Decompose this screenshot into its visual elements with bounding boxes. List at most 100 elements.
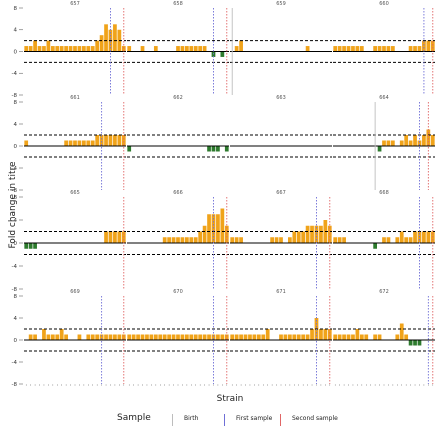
panel-title-671: 671 [276, 289, 286, 295]
bar-669-16 [90, 334, 95, 340]
panel-title-663: 663 [276, 95, 286, 101]
y-tick-label-r4-4: 4 [14, 316, 18, 322]
bar-669-17 [95, 334, 100, 340]
y-tick-label-r1-4: 4 [14, 28, 18, 34]
bar-672-11 [377, 334, 382, 340]
bar-661-22 [117, 135, 122, 146]
bar-657-16 [90, 46, 95, 52]
bar-667-10 [270, 237, 274, 243]
bar-661-21 [113, 135, 117, 146]
bar-672-17 [404, 334, 409, 340]
bar-664-16 [399, 140, 404, 146]
bar-665-21 [113, 231, 117, 243]
y-tick-label-r2--8: -8 [12, 188, 18, 194]
y-tick-label-r1--4: -4 [12, 71, 18, 77]
bar-664-23 [430, 135, 435, 146]
bar-666-16 [193, 237, 198, 243]
bar-670-17 [198, 334, 203, 340]
bar-664-20 [417, 140, 422, 146]
bar-672-19 [413, 340, 417, 346]
bar-669-15 [86, 334, 91, 340]
bar-660-6 [355, 46, 360, 52]
bar-660-23 [430, 40, 435, 52]
bar-670-4 [140, 334, 145, 340]
bar-669-19 [104, 334, 108, 340]
bar-672-2 [337, 334, 342, 340]
bar-668-16 [399, 231, 404, 243]
bar-667-3 [239, 237, 243, 243]
bar-671-19 [310, 329, 314, 340]
bar-660-14 [391, 46, 395, 52]
y-axis-label: Fold change in titre [8, 161, 18, 249]
legend-swatch-second-sample [275, 414, 287, 426]
bar-668-18 [408, 237, 413, 243]
bar-671-15 [292, 334, 297, 340]
y-tick-label-r3-8: 8 [14, 195, 18, 201]
bar-670-3 [136, 334, 140, 340]
birth-line-key [172, 414, 173, 426]
bar-658-15 [189, 46, 194, 52]
bar-658-12 [176, 46, 180, 52]
bar-662-23 [224, 146, 229, 152]
bar-659-18 [305, 46, 310, 52]
legend-title: Sample [117, 413, 151, 423]
bar-671-21 [319, 329, 323, 340]
panel-title-662: 662 [173, 95, 183, 101]
bar-666-11 [171, 237, 176, 243]
bar-670-13 [180, 334, 185, 340]
bar-668-13 [386, 237, 391, 243]
panel-title-672: 672 [379, 289, 389, 295]
bar-672-7 [359, 334, 364, 340]
bar-666-12 [176, 237, 180, 243]
bar-661-23 [121, 135, 126, 146]
bar-657-10 [64, 46, 68, 52]
bar-661-1 [24, 140, 29, 146]
bar-661-14 [82, 140, 86, 146]
bar-670-6 [149, 334, 154, 340]
bar-670-2 [131, 334, 136, 340]
panel-title-666: 666 [173, 190, 183, 196]
y-tick-label-r4--8: -8 [12, 382, 18, 388]
bar-664-14 [391, 140, 395, 146]
legend-label-birth: Birth [184, 415, 199, 422]
y-tick-label-r1--8: -8 [12, 93, 18, 99]
bar-668-1 [333, 237, 338, 243]
bar-657-11 [68, 46, 73, 52]
bar-669-8 [55, 334, 60, 340]
legend-swatch-first-sample [219, 414, 231, 426]
bar-666-10 [167, 237, 171, 243]
bar-661-15 [86, 140, 91, 146]
panel-title-660: 660 [379, 1, 389, 7]
bar-668-19 [413, 231, 417, 243]
bar-671-17 [301, 334, 306, 340]
bar-670-22 [220, 334, 225, 340]
bar-667-18 [305, 225, 310, 243]
y-tick-label-r1-8: 8 [14, 6, 18, 12]
bar-657-7 [50, 46, 55, 52]
bar-666-15 [189, 237, 194, 243]
bar-669-6 [46, 334, 51, 340]
bar-662-19 [207, 146, 211, 152]
bar-667-17 [301, 231, 306, 243]
bar-664-13 [386, 140, 391, 146]
second-sample-line-key [280, 414, 281, 426]
bar-671-6 [252, 334, 257, 340]
bar-657-18 [99, 35, 104, 52]
bar-671-22 [323, 329, 328, 340]
bar-660-12 [382, 46, 386, 52]
bar-661-17 [95, 135, 100, 146]
bar-660-21 [422, 40, 426, 52]
bar-657-6 [46, 40, 51, 52]
bar-671-7 [256, 334, 261, 340]
bar-672-4 [346, 334, 351, 340]
y-tick-label-r3--8: -8 [12, 287, 18, 293]
bar-666-22 [220, 208, 225, 243]
bar-660-19 [413, 46, 417, 52]
bar-664-11 [377, 146, 382, 152]
bar-657-8 [55, 46, 60, 52]
bar-667-19 [310, 225, 314, 243]
bar-661-11 [68, 140, 73, 146]
bar-671-4 [243, 334, 248, 340]
bar-666-13 [180, 237, 185, 243]
bar-672-15 [395, 334, 400, 340]
